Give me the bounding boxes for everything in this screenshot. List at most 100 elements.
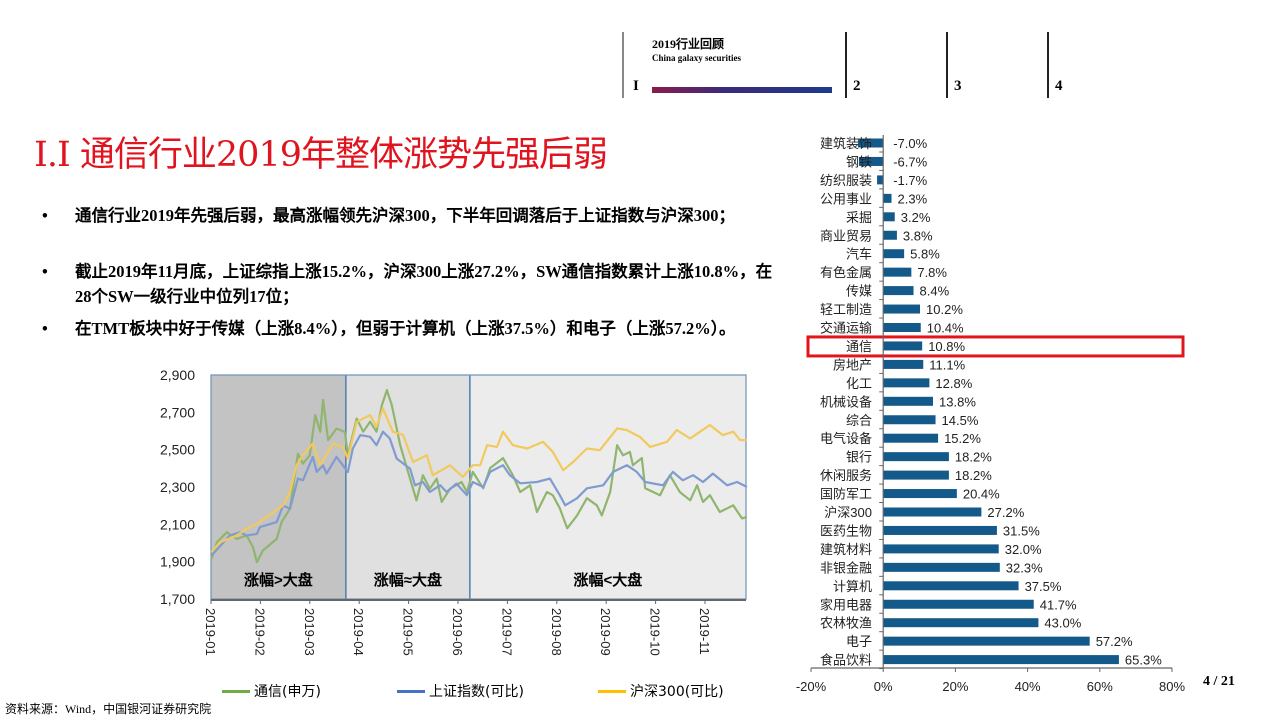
value-label: -7.0%: [893, 136, 927, 151]
x-tick-label: 60%: [1087, 679, 1113, 694]
category-label: 采掘: [846, 210, 872, 225]
bullet-icon: •: [42, 206, 48, 225]
value-label: 18.2%: [955, 450, 992, 465]
value-label: 37.5%: [1025, 579, 1062, 594]
section-tab-1[interactable]: I: [633, 78, 639, 94]
bar: [883, 636, 1090, 646]
bar: [883, 470, 949, 480]
category-label: 农林牧渔: [820, 616, 872, 631]
bar: [883, 525, 997, 535]
bar: [883, 230, 897, 240]
bar: [883, 396, 934, 406]
category-label: 电子: [846, 634, 872, 649]
bullet-text: 截止2019年11月底，上证综指上涨15.2%，沪深300上涨27.2%，SW通…: [75, 262, 773, 306]
bar: [883, 267, 912, 277]
section-subtitle: China galaxy securities: [652, 53, 741, 63]
value-label: 3.2%: [901, 210, 931, 225]
value-label: 8.4%: [920, 284, 950, 299]
bar: [883, 581, 1019, 591]
category-label: 家用电器: [820, 597, 872, 612]
bar: [883, 323, 921, 332]
bar: [857, 138, 884, 148]
series-line: [210, 407, 747, 553]
legend-label: 沪深300(可比): [630, 684, 724, 700]
value-label: 10.4%: [927, 321, 964, 336]
x-tick-label: 2019-10: [648, 608, 663, 656]
chart-region: [345, 375, 470, 599]
legend-swatch: [397, 689, 425, 693]
x-tick-label: 2019-03: [302, 608, 317, 656]
value-label: 11.1%: [929, 357, 965, 372]
category-label: 非银金融: [820, 560, 872, 575]
x-tick-label: 2019-05: [401, 608, 416, 656]
category-label: 计算机: [833, 579, 872, 594]
section-progress-bar: [652, 87, 832, 93]
bar: [883, 415, 936, 425]
category-label: 国防军工: [820, 487, 872, 502]
y-tick-label: 1,700: [160, 591, 195, 607]
category-label: 钢铁: [846, 154, 872, 169]
x-tick-label: 2019-02: [252, 608, 267, 656]
legend-label: 通信(申万): [254, 684, 321, 700]
value-label: 15.2%: [944, 431, 981, 446]
section-title: 2019行业回顾: [652, 37, 725, 51]
x-tick-label: 20%: [942, 679, 968, 694]
category-label: 沪深300: [824, 505, 872, 520]
y-tick-label: 2,300: [160, 479, 195, 495]
section-divider: [1047, 32, 1049, 98]
bar: [883, 378, 930, 388]
bar: [883, 655, 1119, 665]
section-divider: [946, 32, 948, 98]
highlight-box: [806, 335, 1185, 358]
legend-item-sse: 上证指数(可比): [397, 681, 524, 701]
x-tick-label: 2019-11: [697, 608, 712, 655]
section-tab-4[interactable]: 4: [1055, 78, 1063, 94]
category-label: 医药生物: [820, 523, 872, 538]
category-label: 休闲服务: [820, 468, 872, 483]
x-tick-label: 2019-08: [549, 608, 564, 656]
category-label: 机械设备: [820, 394, 872, 409]
bullet-icon: •: [42, 262, 48, 281]
bullet-text: 在TMT板块中好于传媒（上涨8.4%），但弱于计算机（上涨37.5%）和电子（上…: [75, 319, 736, 338]
bullet-icon: •: [42, 319, 48, 338]
slide-title: I.I 通信行业2019年整体涨势先强后弱: [34, 135, 608, 175]
category-label: 通信: [846, 339, 872, 354]
value-label: 31.5%: [1003, 523, 1040, 538]
bar: [883, 452, 949, 462]
x-tick-label: 2019-04: [351, 608, 366, 656]
value-label: 10.2%: [926, 302, 963, 317]
x-tick-label: 2019-09: [598, 608, 613, 656]
value-label: 65.3%: [1125, 653, 1162, 668]
value-label: 13.8%: [939, 394, 976, 409]
bar: [883, 193, 892, 203]
y-tick-label: 2,700: [160, 404, 195, 420]
y-tick-label: 1,900: [160, 554, 195, 570]
y-tick-label: 2,500: [160, 442, 195, 458]
section-divider: [845, 32, 847, 98]
x-tick-label: -20%: [796, 679, 827, 694]
line-chart: 涨幅>大盘 涨幅≈大盘 涨幅<大盘 1,700 1,900 2,100 2,300 2,500…: [160, 367, 748, 656]
value-label: 5.8%: [910, 247, 940, 262]
category-label: 商业贸易: [820, 228, 872, 243]
value-label: 43.0%: [1044, 616, 1081, 631]
bar: [883, 304, 921, 314]
category-label: 纺织服装: [820, 173, 872, 188]
bullet-item: • 在TMT板块中好于传媒（上涨8.4%），但弱于计算机（上涨37.5%）和电子（…: [42, 316, 782, 341]
value-label: 20.4%: [963, 487, 1000, 502]
value-label: 3.8%: [903, 228, 933, 243]
value-label: -6.7%: [893, 154, 927, 169]
section-divider: [622, 32, 624, 98]
section-tab-3[interactable]: 3: [954, 78, 962, 94]
value-label: 18.2%: [955, 468, 992, 483]
legend-item-csi300: 沪深300(可比): [598, 681, 724, 701]
page-number: 4 / 21: [1203, 674, 1235, 689]
bar: [883, 618, 1039, 628]
bar: [883, 544, 999, 554]
category-label: 银行: [846, 450, 872, 465]
bar: [883, 599, 1034, 609]
legend-swatch: [598, 689, 626, 693]
bar: [877, 175, 884, 185]
chart-region: [469, 375, 746, 599]
section-tab-2[interactable]: 2: [853, 78, 861, 94]
category-label: 建筑装饰: [820, 136, 872, 151]
